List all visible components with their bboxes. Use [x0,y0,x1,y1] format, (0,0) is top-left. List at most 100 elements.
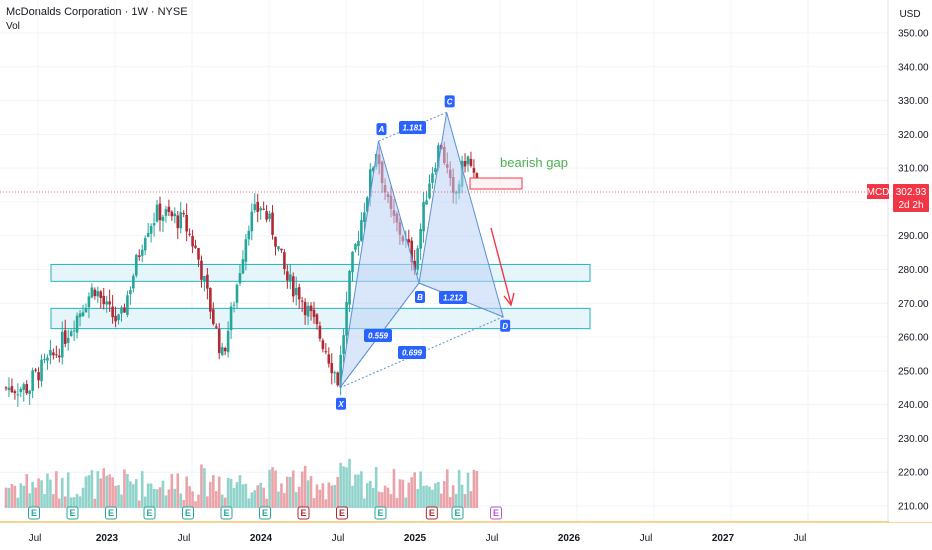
candle-body [416,248,419,270]
candle-body [286,271,289,281]
candle-body [294,288,298,296]
volume-bar [235,482,239,508]
time-tick-label: Jul [794,533,807,544]
candle-body [203,275,206,282]
earnings-marker-box [425,506,438,520]
candle-body [303,301,307,316]
candle-body [220,347,224,356]
candle-body [291,276,295,297]
volume-bar [84,476,88,508]
volume-bar [324,499,328,508]
volume-bar [43,494,46,508]
volume-bar [206,496,209,508]
ticker-tag: MCD [867,187,890,198]
price-axis[interactable]: USD350.00340.00330.00320.00310.00300.002… [867,0,932,522]
symbol-title[interactable]: McDonalds Corporation · 1W · NYSE [6,6,188,18]
candle-body [90,287,94,298]
point-label-d: D [502,322,508,331]
candle-body [244,239,248,262]
candle-body [161,216,165,222]
candle-body [262,208,265,210]
earnings-marker: E [300,508,306,518]
volume-bar [185,476,188,508]
volume-bar [69,497,73,508]
earnings-marker: E [108,508,114,518]
volume-bar [389,494,393,508]
candle-body [123,307,126,313]
point-label-a: A [378,125,385,134]
volume-bar [321,483,325,508]
volume-bar [286,476,289,508]
ratio-label-box [399,121,426,134]
candle-body [66,337,70,343]
candle-body [49,349,52,356]
candle-body [46,357,49,361]
candle-body [434,168,437,173]
volume-bar [217,476,221,508]
candle-body [256,202,260,212]
volume-bar [28,493,31,508]
candle-body [158,203,162,221]
candle-body [55,354,58,356]
candle-body [223,347,227,352]
volume-bar [123,469,126,508]
time-axis[interactable]: Jul 2023 Jul 2024 Jul 2025 Jul 2026 Jul 2027 Jul [29,533,807,544]
candle-body [345,301,348,336]
volume-bar [398,479,402,508]
price-tick-label: 350.00 [898,29,929,40]
volume-bar [149,483,153,508]
candle-body [87,296,91,308]
time-tick-label: Jul [332,533,345,544]
candle-body [72,330,76,332]
price-tick-label: 270.00 [898,299,929,310]
volume-bar [197,494,200,508]
volume-bar [404,497,408,508]
volume-bar [315,484,319,508]
candle-body [137,255,141,257]
volume-bar [445,469,449,508]
candle-body [232,304,236,306]
volume-bar [140,471,144,508]
candle-body [164,209,168,216]
candle-body [84,308,88,313]
volume-bar [93,498,97,508]
volume-bar [81,487,85,508]
candle-body [268,213,271,219]
candle-body [339,354,342,387]
candle-body [431,173,434,183]
volume-bar [348,458,351,508]
candle-body [333,372,337,374]
ratio-label: 1.181 [402,124,423,133]
volume-bar [357,474,360,508]
price-tick-label: 340.00 [898,62,929,73]
volume-bar [250,492,254,508]
point-label-a-box [376,123,387,136]
volume-bar [463,494,467,508]
candle-body [43,358,46,360]
volume-bar [354,474,357,508]
candle-body [280,248,283,251]
currency-label: USD [899,9,920,20]
annotations[interactable]: X A B C D 1.181 0.559 1.212 0.699 bearish gap [0,95,888,410]
earnings-marker: E [31,508,37,518]
candle-body [309,305,313,312]
earnings-marker-box [143,506,156,520]
volume-bar [303,465,307,508]
volume-indicator-label[interactable]: Vol [6,21,20,32]
candle-body [475,173,479,178]
volume-bar [22,485,26,508]
volume-bar [425,485,428,508]
earnings-marker-box [297,506,310,520]
candle-body [146,233,150,237]
candle-body [336,372,339,386]
volume-bar [226,477,230,508]
candle-body [99,291,103,298]
volume-bar [58,498,61,508]
volume-bar [4,487,8,508]
volume-bar [114,485,117,508]
candle-body [102,295,106,305]
volume-bar [277,491,280,508]
volume-bar [75,493,79,508]
